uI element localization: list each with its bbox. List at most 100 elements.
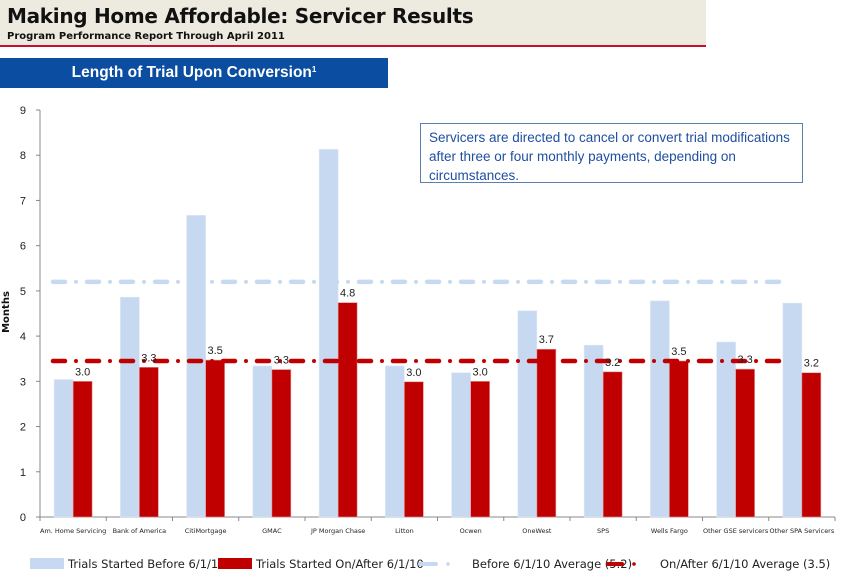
reference-dot bbox=[312, 279, 316, 284]
report-header: Making Home Affordable: Servicer Results… bbox=[0, 0, 706, 47]
reference-dot bbox=[142, 358, 146, 363]
legend-item-after: Trials Started On/After 6/1/10 bbox=[218, 554, 424, 574]
legend-label-before-average: Before 6/1/10 Average (5.2) bbox=[472, 557, 633, 571]
bar-after bbox=[536, 348, 557, 518]
x-category-label: Ocwen bbox=[460, 527, 482, 535]
reference-dot bbox=[550, 358, 554, 363]
reference-dot bbox=[176, 279, 180, 284]
chart-labels: 3.0 Am. Home Servicing 3.3 Bank of America 3… bbox=[40, 288, 835, 535]
legend-swatch-after bbox=[218, 558, 252, 569]
legend-item-after-average: On/After 6/1/10 Average (3.5) bbox=[606, 554, 830, 574]
bar-after bbox=[602, 371, 623, 518]
bar-before bbox=[186, 215, 206, 518]
reference-dot bbox=[414, 279, 418, 284]
reference-dot bbox=[244, 358, 248, 363]
reference-dot bbox=[210, 358, 214, 363]
data-label-after: 3.2 bbox=[605, 357, 620, 369]
x-category-label: Am. Home Servicing bbox=[40, 527, 106, 535]
reference-dot bbox=[754, 358, 758, 363]
bar-before bbox=[252, 365, 273, 518]
data-label-after: 3.7 bbox=[539, 334, 554, 346]
reference-line-before-average bbox=[50, 279, 782, 285]
y-tick-label: 3 bbox=[20, 376, 26, 388]
reference-dot bbox=[176, 358, 180, 363]
report-subtitle: Program Performance Report Through April… bbox=[7, 31, 285, 42]
report-title: Making Home Affordable: Servicer Results bbox=[7, 4, 474, 28]
reference-dot bbox=[686, 279, 690, 284]
x-category-label: SPS bbox=[597, 527, 609, 535]
reference-dot bbox=[754, 279, 758, 284]
bar-before bbox=[650, 300, 670, 518]
x-category-label: Bank of America bbox=[113, 527, 167, 535]
data-label-after: 4.8 bbox=[340, 288, 355, 300]
reference-dot bbox=[108, 279, 112, 284]
y-tick-label: 9 bbox=[20, 105, 26, 117]
reference-dot bbox=[720, 279, 724, 284]
bar-before bbox=[782, 302, 803, 518]
reference-line-after-average bbox=[50, 358, 782, 364]
data-label-after: 3.2 bbox=[804, 358, 819, 370]
reference-dot bbox=[108, 358, 112, 363]
y-tick-label: 1 bbox=[20, 467, 26, 479]
reference-dot bbox=[448, 358, 452, 363]
legend-swatch-before bbox=[30, 558, 64, 569]
reference-dot bbox=[482, 358, 486, 363]
legend-label-after: Trials Started On/After 6/1/10 bbox=[256, 557, 424, 571]
data-label-after: 3.3 bbox=[141, 352, 156, 364]
x-category-label: Other SPA Servicers bbox=[770, 527, 835, 535]
legend-line-after-average bbox=[606, 561, 636, 566]
chart-title-banner: Length of Trial Upon Conversion1 bbox=[0, 58, 388, 88]
reference-dot bbox=[346, 279, 350, 284]
chart-legend: Trials Started Before 6/1/10 Trials Star… bbox=[0, 554, 851, 574]
bar-after bbox=[801, 372, 822, 518]
reference-dot bbox=[448, 279, 452, 284]
y-tick-label: 6 bbox=[20, 241, 26, 253]
reference-dot bbox=[516, 279, 520, 284]
reference-dot bbox=[380, 279, 384, 284]
bar-before bbox=[517, 310, 538, 518]
bar-after bbox=[337, 302, 358, 518]
bar-before bbox=[318, 149, 339, 518]
reference-dot bbox=[652, 358, 656, 363]
y-axis-title: Months bbox=[1, 291, 12, 333]
data-label-after: 3.0 bbox=[406, 367, 421, 379]
reference-lines bbox=[50, 279, 782, 364]
bar-before bbox=[385, 365, 405, 518]
reference-dot bbox=[74, 279, 78, 284]
bar-before bbox=[53, 379, 74, 518]
bar-after bbox=[470, 381, 490, 518]
reference-dot bbox=[312, 358, 316, 363]
chart-title: Length of Trial Upon Conversion bbox=[71, 64, 312, 81]
y-tick-label: 2 bbox=[20, 422, 26, 434]
bar-before bbox=[583, 344, 604, 518]
reference-dot bbox=[584, 358, 588, 363]
reference-dot bbox=[652, 279, 656, 284]
bar-before bbox=[120, 296, 140, 518]
chart-axes: 0 1 2 3 4 5 6 7 8 9 bbox=[20, 105, 836, 524]
annotation-box: Servicers are directed to cancel or conv… bbox=[420, 123, 803, 183]
reference-dot bbox=[278, 279, 282, 284]
reference-dot bbox=[516, 358, 520, 363]
x-category-label: OneWest bbox=[522, 527, 552, 535]
y-tick-label: 7 bbox=[20, 195, 26, 207]
x-category-label: CitiMortgage bbox=[185, 527, 227, 535]
legend-label-after-average: On/After 6/1/10 Average (3.5) bbox=[660, 557, 831, 571]
bar-after bbox=[72, 381, 93, 518]
x-category-label: JP Morgan Chase bbox=[310, 527, 365, 535]
footnote-marker: 1 bbox=[311, 65, 317, 74]
x-category-label: Litton bbox=[395, 527, 414, 535]
data-label-after: 3.5 bbox=[207, 345, 222, 357]
legend-label-before: Trials Started Before 6/1/10 bbox=[68, 557, 226, 571]
reference-dot bbox=[584, 279, 588, 284]
legend-item-before: Trials Started Before 6/1/10 bbox=[30, 554, 226, 574]
reference-dot bbox=[346, 358, 350, 363]
bar-after bbox=[669, 360, 689, 518]
legend-item-before-average: Before 6/1/10 Average (5.2) bbox=[418, 554, 632, 574]
bar-chart: 0 1 2 3 4 5 6 7 8 9 3.0 Am. Home Servicing 3.3 Bank … bbox=[1, 105, 836, 535]
data-label-after: 3.0 bbox=[75, 366, 90, 378]
reference-dot bbox=[210, 279, 214, 284]
bar-after bbox=[271, 369, 292, 518]
reference-dot bbox=[244, 279, 248, 284]
legend-line-before-average bbox=[418, 561, 450, 566]
chart-bars bbox=[53, 149, 822, 518]
